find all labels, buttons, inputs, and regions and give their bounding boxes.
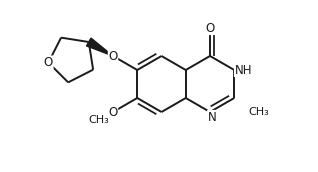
Text: CH₃: CH₃	[88, 115, 109, 125]
Text: O: O	[108, 50, 118, 62]
Text: N: N	[208, 110, 216, 123]
Text: NH: NH	[234, 63, 252, 77]
Text: CH₃: CH₃	[248, 107, 269, 117]
Polygon shape	[86, 38, 113, 56]
Text: O: O	[44, 56, 53, 69]
Text: O: O	[108, 105, 118, 119]
Text: O: O	[205, 22, 215, 35]
